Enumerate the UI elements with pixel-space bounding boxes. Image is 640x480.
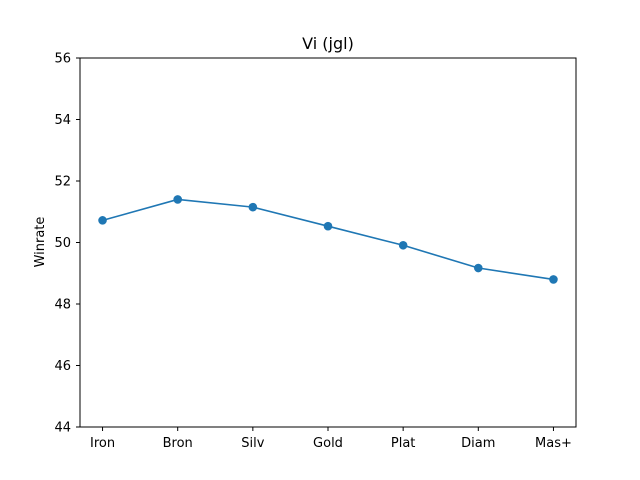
data-point (549, 275, 558, 284)
y-tick-label: 44 (54, 421, 71, 436)
x-tick-label: Gold (313, 436, 343, 451)
plot-area: 44 46 48 50 52 54 56 Iron Bron Silv Gold Plat Diam Ma… (54, 52, 577, 451)
x-tick-label: Diam (461, 436, 495, 451)
x-tick-label: Iron (90, 436, 115, 451)
x-tick-label: Bron (163, 436, 193, 451)
y-tick-label: 48 (54, 298, 71, 313)
y-tick-label: 52 (54, 175, 71, 190)
data-point (173, 195, 182, 204)
data-point (474, 263, 483, 273)
x-tick-label: Silv (241, 436, 264, 451)
y-axis-label: Winrate (33, 217, 48, 268)
data-point (248, 202, 258, 212)
x-tick-label: Plat (391, 436, 416, 451)
y-tick-label: 50 (54, 236, 71, 251)
y-tick-label: 54 (54, 113, 71, 128)
chart-title: Vi (jgl) (302, 34, 354, 53)
data-point (398, 240, 408, 250)
data-point (323, 221, 333, 231)
y-tick-label: 56 (54, 52, 71, 67)
y-tick-label: 46 (54, 359, 71, 374)
x-tick-label: Mas+ (535, 436, 572, 451)
data-point (98, 216, 107, 225)
